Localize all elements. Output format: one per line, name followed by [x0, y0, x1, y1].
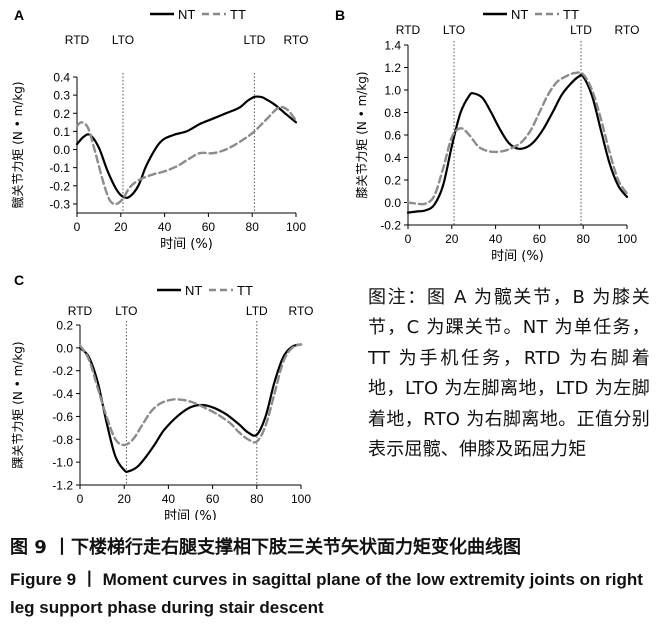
legend-label-nt: NT	[185, 283, 202, 298]
chart-legend: NT TT	[483, 7, 579, 22]
caption-en-label: Figure 9	[10, 570, 77, 589]
y-tick-label: -0.8	[52, 433, 73, 447]
event-label-lto: LTO	[443, 23, 465, 37]
y-tick-label: 1.0	[384, 84, 401, 98]
panel-label: A	[14, 7, 24, 23]
x-axis-label: 时间 (%)	[160, 237, 213, 252]
y-tick-label: -1.0	[52, 456, 73, 470]
x-tick-label: 0	[74, 220, 81, 234]
x-tick-label: 20	[118, 492, 132, 506]
y-tick-label: 0.0	[384, 196, 401, 210]
series-line-nt	[78, 343, 303, 473]
event-label-ltd: LTD	[246, 304, 268, 318]
y-tick-label: 0.8	[384, 106, 401, 120]
y-tick-label: -0.6	[52, 410, 73, 424]
y-axis-label: 髋关节力矩 (N • m/kg)	[10, 81, 25, 208]
y-tick-label: 0.0	[56, 341, 73, 355]
x-tick-label: 100	[286, 220, 306, 234]
caption-en-text: Moment curves in sagittal plane of the l…	[10, 570, 643, 617]
caption-en-separator: 丨	[80, 570, 98, 589]
legend-label-tt: TT	[237, 283, 253, 298]
x-tick-label: 20	[114, 220, 128, 234]
x-tick-label: 40	[158, 220, 172, 234]
caption-chinese: 图 9 丨下楼梯行走右腿支撑相下肢三关节矢状面力矩变化曲线图	[10, 537, 522, 558]
x-tick-label: 0	[405, 232, 412, 246]
y-tick-label: 0.4	[53, 71, 70, 85]
x-tick-label: 80	[577, 232, 591, 246]
x-tick-label: 80	[246, 220, 260, 234]
panel-label: C	[14, 272, 24, 288]
x-tick-label: 100	[617, 232, 637, 246]
legend-label-tt: TT	[230, 7, 246, 22]
x-tick-label: 60	[202, 220, 216, 234]
chart-legend: NT TT	[150, 7, 246, 22]
legend-label-nt: NT	[178, 7, 195, 22]
x-tick-label: 80	[250, 492, 264, 506]
y-tick-label: -0.3	[49, 197, 70, 211]
y-tick-label: 0.3	[53, 89, 70, 103]
y-tick-label: 0.0	[53, 143, 70, 157]
x-tick-label: 40	[489, 232, 503, 246]
y-tick-label: 0.6	[384, 129, 401, 143]
x-axis-label: 时间 (%)	[491, 249, 544, 264]
caption-english: Figure 9 丨 Moment curves in sagittal pla…	[10, 566, 670, 622]
legend-label-tt: TT	[563, 7, 579, 22]
series-line-tt	[78, 343, 303, 447]
panel-label: B	[335, 7, 345, 23]
y-tick-label: 0.1	[53, 125, 70, 139]
chart-panel-b: B NT TT 1.4 1.2 1.0 0.8 0.6 0.4 0.2 0.0 -0.2 0 20 40 60…	[335, 7, 639, 264]
event-label-rto: RTO	[289, 304, 314, 318]
event-label-lto: LTO	[112, 33, 134, 47]
y-tick-label: -0.2	[52, 364, 73, 378]
y-axis-label: 踝关节力矩 (N • m/kg)	[11, 341, 25, 468]
figure-plots: A NT TT 0.4 0.3 0.2 0.1 0.0 -0.1 -0.2 -0.3 0 20 40 60 8…	[10, 7, 639, 520]
figure-note: 图注：图 A 为髋关节，B 为膝关节，C 为踝关节。NT 为单任务，TT 为手机…	[368, 287, 650, 461]
y-tick-label: 0.2	[384, 174, 401, 188]
y-tick-label: -0.2	[49, 179, 70, 193]
x-axis-label: 时间 (%)	[164, 509, 217, 520]
x-tick-label: 60	[206, 492, 220, 506]
x-tick-label: 60	[533, 232, 547, 246]
chart-panel-a: A NT TT 0.4 0.3 0.2 0.1 0.0 -0.1 -0.2 -0.3 0 20 40 60 8…	[10, 7, 308, 252]
event-label-rtd: RTD	[65, 33, 90, 47]
event-label-rto: RTO	[615, 23, 640, 37]
y-tick-label: 0.2	[53, 107, 70, 121]
y-axis-label: 膝关节力矩 (N • m/kg)	[355, 71, 369, 198]
chart-panel-c: C NT TT 0.2 0.0 -0.2 -0.4 -0.6 -0.8 -1.0 -1.2 0 20 40…	[11, 272, 313, 520]
event-label-rtd: RTD	[68, 304, 93, 318]
y-tick-label: -0.1	[49, 161, 70, 175]
x-tick-label: 100	[291, 492, 311, 506]
series-line-nt	[406, 73, 629, 214]
y-tick-label: 1.2	[384, 61, 401, 75]
y-tick-label: 0.4	[384, 151, 401, 165]
event-label-ltd: LTD	[243, 33, 265, 47]
y-tick-label: -0.2	[380, 219, 401, 233]
event-label-lto: LTO	[115, 304, 137, 318]
x-tick-label: 0	[77, 492, 84, 506]
chart-legend: NT TT	[157, 283, 253, 298]
legend-label-nt: NT	[511, 7, 528, 22]
x-tick-label: 40	[162, 492, 176, 506]
event-label-rto: RTO	[284, 33, 309, 47]
y-tick-label: -1.2	[52, 479, 73, 493]
y-tick-label: 0.2	[56, 319, 73, 333]
series-line-tt	[406, 71, 629, 206]
event-label-rtd: RTD	[396, 23, 421, 37]
x-tick-label: 20	[445, 232, 459, 246]
event-label-ltd: LTD	[570, 23, 592, 37]
y-tick-label: -0.4	[52, 387, 73, 401]
y-tick-label: 1.4	[384, 39, 401, 53]
series-line-nt	[75, 95, 298, 199]
series-line-tt	[75, 105, 298, 206]
